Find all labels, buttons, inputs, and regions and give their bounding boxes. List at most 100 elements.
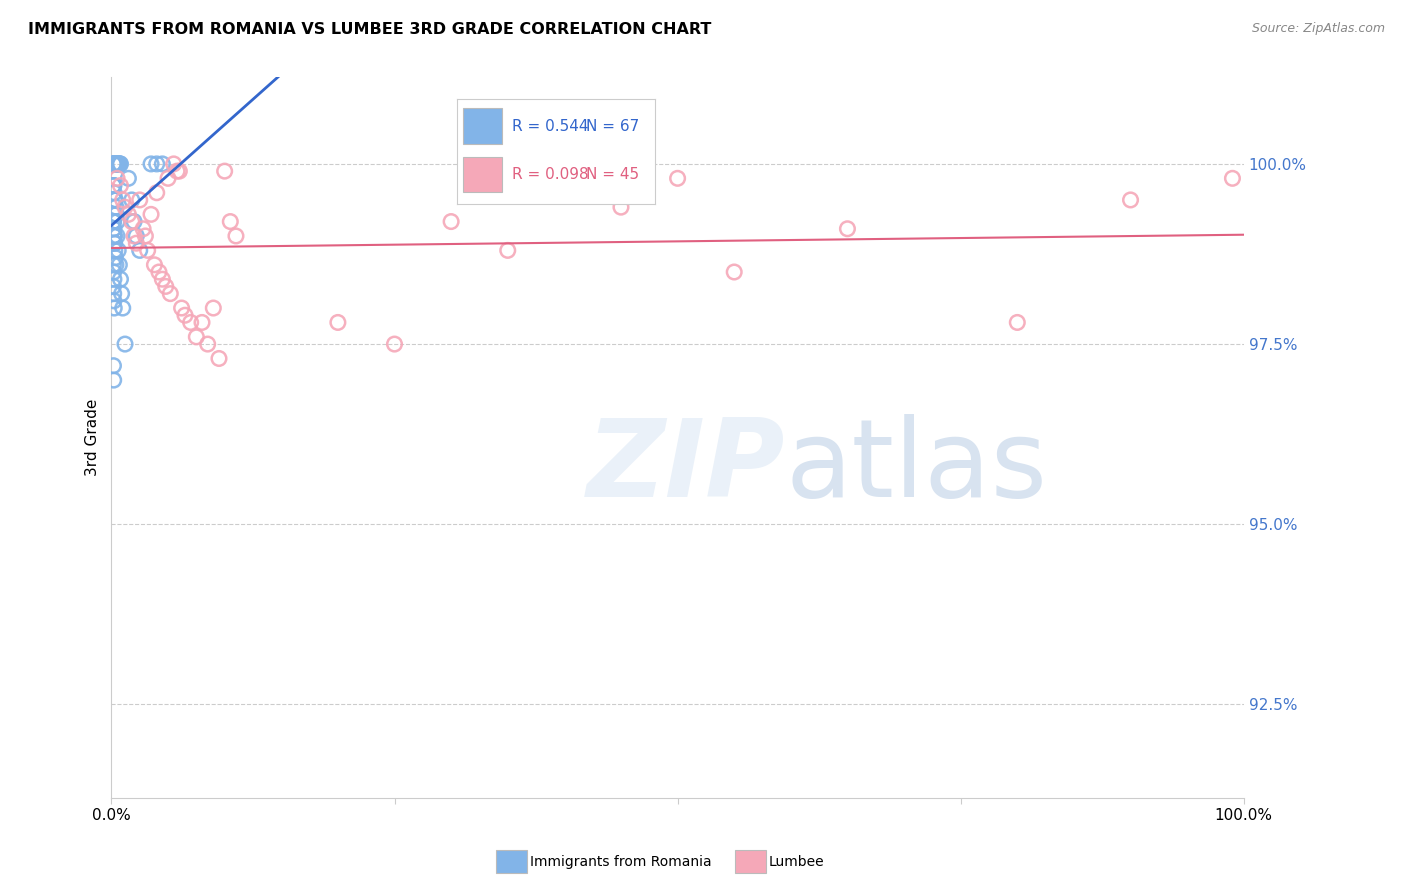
Text: IMMIGRANTS FROM ROMANIA VS LUMBEE 3RD GRADE CORRELATION CHART: IMMIGRANTS FROM ROMANIA VS LUMBEE 3RD GR… [28,22,711,37]
Point [208,351,231,366]
Point [104,193,127,207]
Point [163,157,186,171]
Point [103,193,125,207]
Point [103,178,125,193]
Point [139,157,162,171]
Point [104,244,127,258]
Point [104,258,127,272]
Point [219,214,242,228]
Text: Source: ZipAtlas.com: Source: ZipAtlas.com [1251,22,1385,36]
Point [122,214,145,228]
Point [103,229,125,244]
Point [121,214,143,228]
Point [104,157,127,171]
Point [104,157,127,171]
Point [103,221,125,235]
Point [103,214,125,228]
Point [103,214,125,228]
Point [103,157,125,171]
Point [104,193,127,207]
Point [155,279,177,293]
Point [169,164,191,178]
Point [103,279,125,293]
Point [103,207,125,221]
Point [143,258,166,272]
Point [197,337,219,351]
Point [110,157,132,171]
Point [180,315,202,329]
Point [145,186,167,200]
Point [159,286,181,301]
Text: Lumbee: Lumbee [769,855,825,869]
Point [103,157,125,171]
Point [103,359,125,373]
Point [496,244,519,258]
Point [610,200,633,214]
Point [103,236,125,251]
Point [1119,193,1142,207]
Point [103,178,125,193]
Point [186,330,208,344]
Point [105,207,128,221]
Point [384,337,406,351]
Point [128,193,150,207]
Point [107,157,129,171]
Point [139,207,162,221]
Point [103,229,125,244]
Text: ZIP: ZIP [588,414,786,519]
Point [105,157,128,171]
Point [148,265,170,279]
Point [103,221,125,235]
Point [114,337,136,351]
Point [723,265,745,279]
Point [128,244,150,258]
Point [105,157,128,171]
Point [150,157,173,171]
Point [108,258,131,272]
Point [103,186,125,200]
Point [114,200,136,214]
Point [202,301,225,315]
Point [117,171,139,186]
Point [117,207,139,221]
Point [157,171,180,186]
Point [104,157,127,171]
Point [1222,171,1244,186]
Point [103,157,125,171]
Point [103,301,125,315]
Point [110,178,132,193]
Point [191,315,214,329]
Text: Immigrants from Romania: Immigrants from Romania [530,855,711,869]
Point [1007,315,1029,329]
Point [103,258,125,272]
Y-axis label: 3rd Grade: 3rd Grade [86,399,100,476]
Point [107,157,129,171]
Point [103,286,125,301]
Point [326,315,349,329]
Point [170,301,193,315]
Point [111,193,134,207]
Point [150,272,173,286]
Point [108,157,131,171]
Point [105,229,128,244]
Point [103,178,125,193]
Point [103,229,125,244]
Point [107,157,129,171]
Point [121,193,143,207]
Point [103,157,125,171]
Point [225,229,247,244]
Point [166,164,188,178]
Point [110,286,132,301]
Point [103,373,125,387]
Point [105,157,128,171]
Point [122,229,145,244]
Point [107,244,129,258]
Point [440,214,463,228]
Point [104,200,127,214]
Point [110,272,132,286]
Point [145,157,167,171]
Point [108,157,131,171]
Point [103,236,125,251]
Text: atlas: atlas [785,414,1047,519]
Point [103,272,125,286]
